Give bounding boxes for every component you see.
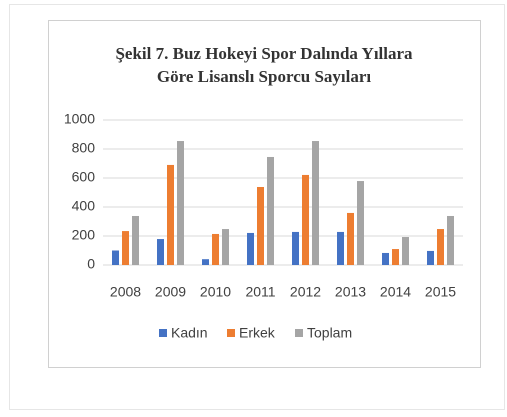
- bar: [157, 239, 164, 265]
- bar: [177, 141, 184, 265]
- chart-title: Göre Lisanslı Sporcu Sayıları: [157, 67, 372, 86]
- y-tick-label: 200: [72, 227, 96, 243]
- bar: [347, 212, 354, 265]
- y-tick-label: 400: [72, 198, 96, 214]
- x-tick-label: 2009: [155, 284, 186, 300]
- frame: [9, 4, 505, 410]
- bar: [427, 250, 434, 265]
- bar: [302, 174, 309, 265]
- bar: [247, 232, 254, 265]
- chart-area: [48, 20, 481, 368]
- bar: [112, 250, 119, 265]
- bar: [202, 259, 209, 265]
- bar: [167, 164, 174, 265]
- bar: [257, 186, 264, 265]
- x-tick-label: 2012: [290, 284, 321, 300]
- bar: [357, 181, 364, 265]
- legend-swatch: [295, 329, 303, 337]
- x-tick-label: 2015: [425, 284, 456, 300]
- bar: [222, 229, 229, 265]
- y-tick-label: 1000: [64, 111, 95, 127]
- x-tick-label: 2011: [245, 284, 275, 300]
- bar: [402, 237, 409, 265]
- x-tick-label: 2014: [380, 284, 411, 300]
- bar: [447, 215, 454, 265]
- y-tick-label: 800: [72, 140, 96, 156]
- bar: [292, 231, 299, 265]
- x-tick-label: 2008: [110, 284, 141, 300]
- legend-label: Toplam: [307, 325, 352, 341]
- legend-swatch: [227, 329, 235, 337]
- legend-label: Kadın: [171, 325, 208, 341]
- y-tick-label: 0: [87, 256, 95, 272]
- bar: [392, 249, 399, 265]
- bar: [337, 231, 344, 265]
- legend-label: Erkek: [239, 325, 276, 341]
- legend-swatch: [159, 329, 167, 337]
- chart-title: Şekil 7. Buz Hokeyi Spor Dalında Yıllara: [115, 44, 413, 63]
- bar: [212, 233, 219, 265]
- x-tick-label: 2013: [335, 284, 366, 300]
- bar: [132, 215, 139, 265]
- bar: [382, 252, 389, 265]
- bar: [437, 229, 444, 265]
- bar: [312, 141, 319, 265]
- bar: [267, 156, 274, 265]
- y-tick-label: 600: [72, 169, 96, 185]
- bar: [122, 231, 129, 265]
- x-tick-label: 2010: [200, 284, 231, 300]
